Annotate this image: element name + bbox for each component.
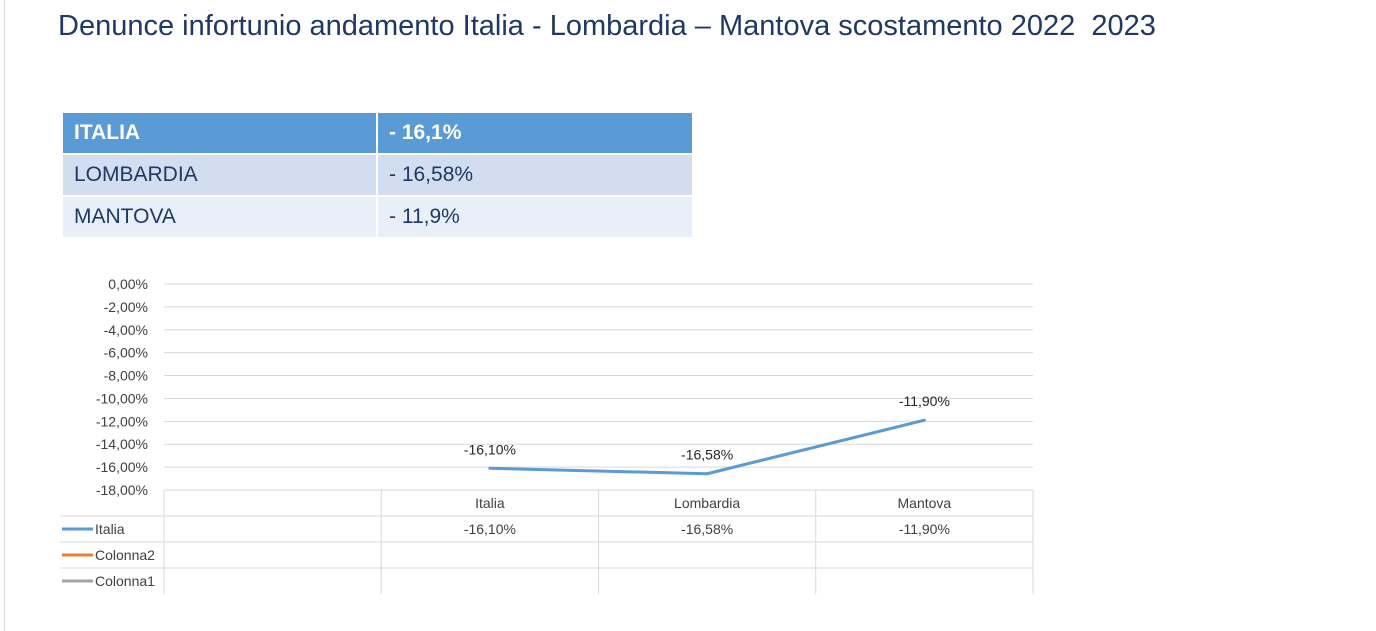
- table-row: ITALIA - 16,1%: [61, 111, 694, 155]
- y-tick-label: -10,00%: [96, 390, 148, 406]
- data-label: -16,58%: [681, 447, 733, 463]
- value-cell: - 16,1%: [376, 111, 694, 155]
- value-cell: - 11,9%: [376, 195, 694, 239]
- region-cell: LOMBARDIA: [61, 153, 378, 197]
- page-title: Denunce infortunio andamento Italia - Lo…: [58, 10, 1156, 42]
- slide-left-border: [4, 0, 5, 631]
- y-tick-label: -18,00%: [96, 482, 148, 498]
- table-value: -16,58%: [681, 521, 733, 537]
- value-cell: - 16,58%: [376, 153, 694, 197]
- y-tick-label: 0,00%: [108, 276, 148, 292]
- data-point: [488, 466, 492, 470]
- line-chart: 0,00% -2,00% -4,00% -6,00% -8,00% -10,00% -12,…: [60, 276, 1034, 594]
- data-point: [705, 472, 709, 476]
- region-cell: MANTOVA: [61, 195, 378, 239]
- table-row: MANTOVA - 11,9%: [61, 195, 694, 239]
- y-tick-label: -12,00%: [96, 413, 148, 429]
- legend-label: Colonna1: [95, 573, 155, 589]
- x-category-label: Lombardia: [674, 495, 740, 511]
- table-row: LOMBARDIA - 16,58%: [61, 153, 694, 197]
- data-point: [922, 418, 926, 422]
- x-category-label: Mantova: [898, 495, 952, 511]
- table-value: -16,10%: [464, 521, 516, 537]
- legend-label: Colonna2: [95, 547, 155, 563]
- data-label: -16,10%: [464, 441, 516, 457]
- data-label: -11,90%: [899, 393, 950, 409]
- table-value: -11,90%: [899, 521, 950, 537]
- y-tick-label: -14,00%: [96, 436, 148, 452]
- y-tick-label: -6,00%: [104, 345, 148, 361]
- summary-table: ITALIA - 16,1% LOMBARDIA - 16,58% MANTOV…: [61, 111, 694, 239]
- y-tick-label: -16,00%: [96, 459, 148, 475]
- legend-label: Italia: [95, 521, 125, 537]
- x-category-label: Italia: [475, 495, 505, 511]
- y-tick-label: -2,00%: [104, 299, 148, 315]
- region-cell: ITALIA: [61, 111, 378, 155]
- y-tick-label: -8,00%: [104, 368, 148, 384]
- y-tick-label: -4,00%: [104, 322, 148, 338]
